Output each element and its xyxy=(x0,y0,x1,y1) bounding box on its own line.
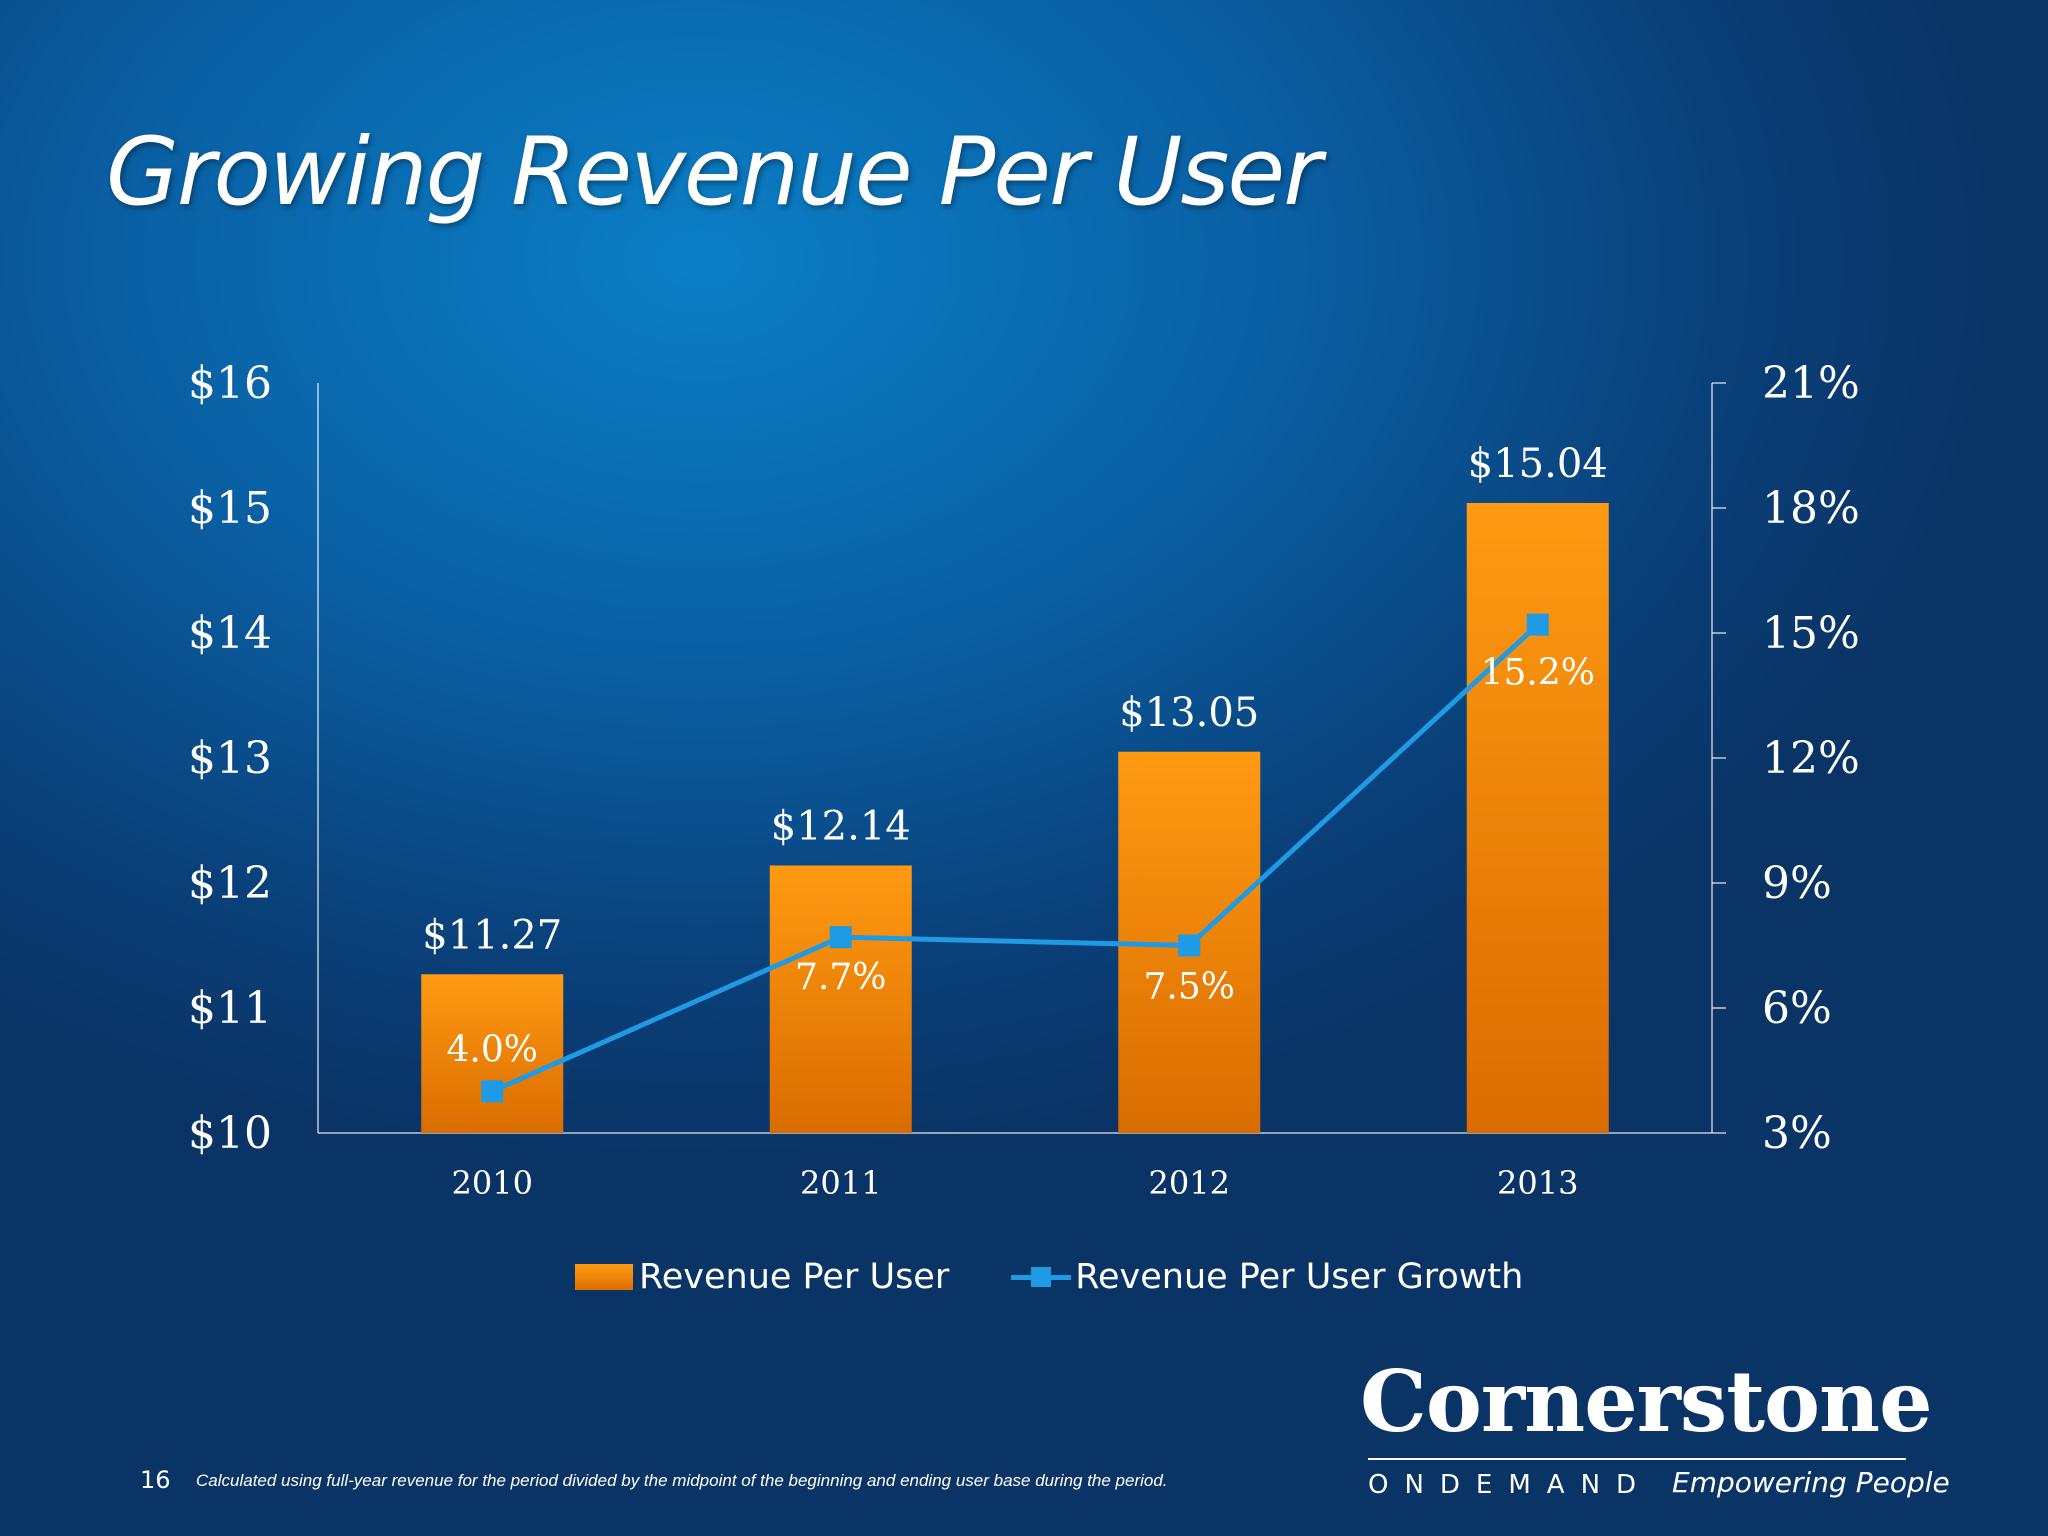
bar-revenue-per-user xyxy=(421,974,564,1133)
bar-revenue-per-user xyxy=(769,865,912,1133)
chart-legend: Revenue Per User Revenue Per User Growth xyxy=(575,1252,1585,1302)
growth-point-marker xyxy=(481,1080,504,1103)
right-axis-tick-label: 12% xyxy=(1762,733,1860,784)
company-logo-name: Cornerstone xyxy=(1360,1352,1933,1451)
left-axis-tick-label: $12 xyxy=(188,858,272,909)
company-logo-sub: ONDEMAND xyxy=(1368,1470,1653,1500)
line-series xyxy=(481,613,1549,1103)
legend-item-growth: Revenue Per User Growth xyxy=(1011,1257,1523,1297)
slide-title: Growing Revenue Per User xyxy=(106,118,1322,227)
left-axis-tick-label: $14 xyxy=(188,608,272,659)
left-axis-tick-label: $10 xyxy=(188,1108,272,1159)
growth-line xyxy=(491,622,1540,1094)
x-axis-tick-label: 2010 xyxy=(452,1164,533,1202)
footnote: Calculated using full-year revenue for t… xyxy=(196,1471,1168,1490)
legend-item-revenue: Revenue Per User xyxy=(575,1257,949,1297)
bar-value-label: $13.05 xyxy=(1119,690,1259,736)
bar-value-label: $12.14 xyxy=(771,804,911,850)
x-axis-tick-label: 2013 xyxy=(1497,1164,1578,1202)
growth-point-marker xyxy=(1178,934,1201,957)
growth-point-marker xyxy=(829,926,852,949)
x-axis-tick-label: 2012 xyxy=(1149,1164,1230,1202)
right-axis-tick-label: 21% xyxy=(1762,358,1860,409)
right-axis-tick-label: 6% xyxy=(1762,983,1832,1034)
bar-value-label: $15.04 xyxy=(1468,441,1608,487)
page-number: 16 xyxy=(140,1466,171,1494)
right-axis-tick-label: 18% xyxy=(1762,483,1860,534)
growth-value-label: 4.0% xyxy=(447,1029,538,1070)
left-axis-tick-label: $15 xyxy=(188,483,272,534)
left-axis-tick-label: $13 xyxy=(188,733,272,784)
bar-revenue-per-user xyxy=(1466,503,1609,1133)
right-axis-tick-label: 15% xyxy=(1762,608,1860,659)
logo-divider xyxy=(1368,1458,1906,1460)
right-axis-tick-label: 3% xyxy=(1762,1108,1832,1159)
right-axis-tick-label: 9% xyxy=(1762,858,1832,909)
company-tagline: Empowering People xyxy=(1672,1466,1950,1499)
left-axis-tick-label: $11 xyxy=(188,983,272,1034)
x-axis-tick-label: 2011 xyxy=(800,1164,881,1202)
growth-value-label: 15.2% xyxy=(1481,653,1595,694)
bar-value-label: $11.27 xyxy=(422,912,562,958)
bar-series xyxy=(421,503,1609,1133)
growth-value-label: 7.5% xyxy=(1144,967,1235,1008)
legend-line-swatch xyxy=(1011,1264,1072,1290)
legend-bar-swatch xyxy=(575,1264,633,1290)
growth-point-marker xyxy=(1526,613,1549,636)
legend-label-revenue: Revenue Per User xyxy=(639,1257,950,1297)
left-axis-tick-label: $16 xyxy=(188,358,272,409)
growth-value-label: 7.7% xyxy=(795,957,886,998)
chart-labels: $10 $11 $12 $13 $14 $15 $16 3% 6% 9% 12% 15% 18% 21% 2… xyxy=(188,358,1860,1202)
legend-label-growth: Revenue Per User Growth xyxy=(1075,1257,1524,1297)
